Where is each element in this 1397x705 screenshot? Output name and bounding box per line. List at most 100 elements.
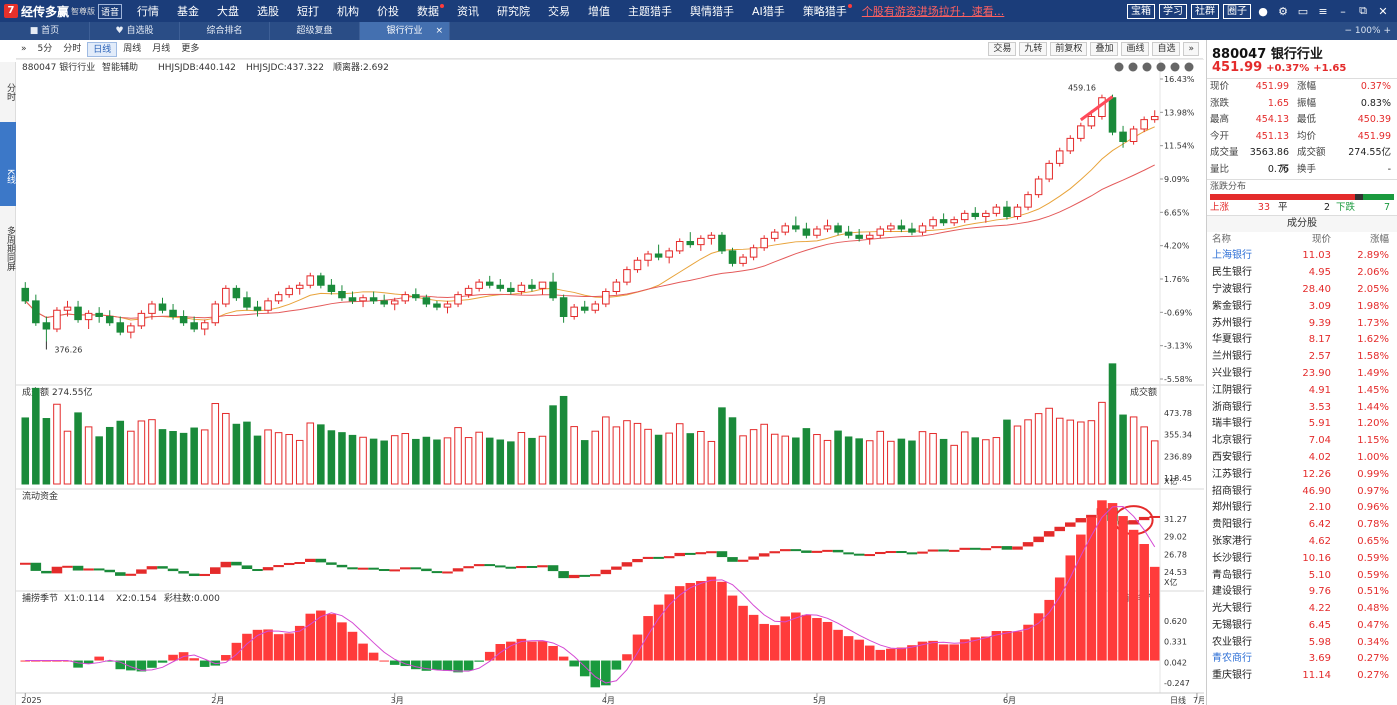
constituent-row[interactable]: 兰州银行 2.57 1.58%: [1207, 349, 1397, 366]
col-name[interactable]: 名称: [1212, 233, 1232, 245]
period-daily[interactable]: 日线: [87, 41, 118, 57]
col-change[interactable]: 涨幅: [1369, 233, 1389, 245]
constituent-row[interactable]: 贵阳银行 6.42 0.78%: [1207, 517, 1397, 534]
menu-item[interactable]: 增值: [588, 5, 611, 18]
flow-segment: [199, 573, 210, 577]
quote-value: 454.13: [1255, 114, 1289, 126]
zoom-in-icon[interactable]: +: [1380, 26, 1391, 36]
chart-more-icon[interactable]: [1156, 62, 1166, 72]
flow-segment: [336, 564, 348, 568]
voice-tag[interactable]: 语音: [98, 3, 123, 19]
menu-item[interactable]: 短打: [297, 5, 320, 18]
chart-close-icon[interactable]: [1184, 62, 1194, 72]
nav-kline[interactable]: K线: [0, 122, 16, 206]
constituent-row[interactable]: 西安银行 4.02 1.00%: [1207, 450, 1397, 467]
flow-segment: [421, 568, 432, 572]
nav-multi-period[interactable]: 多周期同屏: [5, 225, 15, 271]
community-button[interactable]: 社群: [1191, 3, 1219, 19]
constituent-row[interactable]: 北京银行 7.04 1.15%: [1207, 433, 1397, 450]
menu-item[interactable]: 研究院: [497, 5, 531, 18]
constituent-row[interactable]: 上海银行 11.03 2.89%: [1207, 248, 1397, 265]
tab-bank-industry[interactable]: 银行行业 ×: [360, 22, 450, 40]
tab-home[interactable]: ■ 首页: [0, 22, 90, 40]
constituent-row[interactable]: 瑞丰银行 5.91 1.20%: [1207, 416, 1397, 433]
constituent-row[interactable]: 宁波银行 28.40 2.05%: [1207, 282, 1397, 299]
trade-button[interactable]: 交易: [988, 42, 1017, 56]
period-more[interactable]: 更多: [181, 43, 200, 54]
col-price[interactable]: 现价: [1311, 233, 1331, 245]
constituent-row[interactable]: 光大银行 4.22 0.48%: [1207, 601, 1397, 618]
nine-turn-button[interactable]: 九转: [1019, 42, 1048, 56]
flow-segment: [769, 551, 780, 554]
menu-item[interactable]: 交易: [548, 5, 571, 18]
menu-item[interactable]: 机构: [337, 5, 360, 18]
constituent-row[interactable]: 江苏银行 12.26 0.99%: [1207, 467, 1397, 484]
menu-item[interactable]: 行情: [137, 5, 160, 18]
menu-item[interactable]: 大盘: [217, 5, 240, 18]
menu-item[interactable]: 数据: [408, 3, 448, 19]
constituent-row[interactable]: 长沙银行 10.16 0.59%: [1207, 551, 1397, 568]
menu-item[interactable]: AI猎手: [752, 5, 785, 18]
window-icon[interactable]: ▭: [1297, 4, 1309, 18]
tab-watchlist[interactable]: ♥ 自选股: [90, 22, 180, 40]
treasure-button[interactable]: 宝箱: [1127, 3, 1155, 19]
constituent-row[interactable]: 张家港行 4.62 0.65%: [1207, 534, 1397, 551]
period-weekly[interactable]: 周线: [123, 43, 142, 54]
constituent-row[interactable]: 青农商行 3.69 0.27%: [1207, 651, 1397, 668]
menu-item[interactable]: 价投: [377, 5, 400, 18]
constituent-row[interactable]: 兴业银行 23.90 1.49%: [1207, 366, 1397, 383]
chart-area[interactable]: 880047 银行行业 智能辅助 HHJSJDB:440.142 HHJSJDC:43…: [16, 59, 1204, 705]
constituent-row[interactable]: 苏州银行 9.39 1.73%: [1207, 316, 1397, 333]
overlay-button[interactable]: 叠加: [1090, 42, 1119, 56]
close-icon[interactable]: ✕: [1378, 4, 1388, 18]
constituent-row[interactable]: 浙商银行 3.53 1.44%: [1207, 400, 1397, 417]
menu-icon[interactable]: ≡: [1318, 4, 1328, 18]
constituent-row[interactable]: 无锡银行 6.45 0.47%: [1207, 618, 1397, 635]
user-icon[interactable]: ●: [1258, 4, 1268, 18]
tab-close-icon[interactable]: ×: [435, 26, 443, 36]
menu-item[interactable]: 主题猎手: [628, 5, 673, 18]
gear-icon[interactable]: ⚙: [1278, 4, 1288, 18]
chart-settings-icon[interactable]: [1114, 62, 1124, 72]
period-monthly[interactable]: 月线: [152, 43, 171, 54]
constituent-row[interactable]: 招商银行 46.90 0.97%: [1207, 484, 1397, 501]
expand-icon[interactable]: »: [21, 43, 27, 54]
chart-minus-icon[interactable]: [1142, 62, 1152, 72]
panel-toggle-icon[interactable]: »: [1183, 42, 1199, 56]
menu-item[interactable]: 选股: [257, 5, 280, 18]
constituent-row[interactable]: 青岛银行 5.10 0.59%: [1207, 568, 1397, 585]
tab-ranking[interactable]: 综合排名: [180, 22, 270, 40]
period-timeshare[interactable]: 分时: [63, 43, 82, 54]
menu-item[interactable]: 资讯: [457, 5, 480, 18]
nav-timeshare[interactable]: 分时: [5, 83, 15, 101]
menu-item[interactable]: 舆情猎手: [690, 5, 735, 18]
add-watchlist-button[interactable]: 自选: [1152, 42, 1181, 56]
zoom-control[interactable]: − 100% +: [1344, 22, 1391, 40]
volume-bar: [844, 436, 853, 485]
quote-key: 换手: [1297, 163, 1317, 175]
tab-review[interactable]: 超级复盘: [270, 22, 360, 40]
zoom-out-icon[interactable]: −: [1344, 26, 1355, 36]
menu-item[interactable]: 策略猎手: [794, 3, 856, 19]
circle-button[interactable]: 圈子: [1223, 3, 1251, 19]
app-logo[interactable]: 7 经传多赢 智尊版 语音: [0, 0, 128, 22]
chart-plus-icon[interactable]: [1128, 62, 1138, 72]
chart-help-icon[interactable]: [1170, 62, 1180, 72]
constituent-row[interactable]: 建设银行 9.76 0.51%: [1207, 584, 1397, 601]
constituent-row[interactable]: 重庆银行 11.14 0.27%: [1207, 668, 1397, 685]
constituent-name: 青农商行: [1212, 653, 1252, 665]
learn-button[interactable]: 学习: [1159, 3, 1187, 19]
ad-link[interactable]: 个股有游资进场拉升，速看...: [861, 5, 1005, 18]
period-5min[interactable]: 5分: [37, 43, 53, 54]
constituent-row[interactable]: 农业银行 5.98 0.34%: [1207, 635, 1397, 652]
constituent-row[interactable]: 江阴银行 4.91 1.45%: [1207, 383, 1397, 400]
menu-item[interactable]: 基金: [177, 5, 200, 18]
adjust-button[interactable]: 前复权: [1050, 42, 1088, 56]
constituent-row[interactable]: 紫金银行 3.09 1.98%: [1207, 299, 1397, 316]
constituent-row[interactable]: 民生银行 4.95 2.06%: [1207, 265, 1397, 282]
constituent-row[interactable]: 郑州银行 2.10 0.96%: [1207, 500, 1397, 517]
constituent-row[interactable]: 华夏银行 8.17 1.62%: [1207, 332, 1397, 349]
draw-button[interactable]: 画线: [1121, 42, 1150, 56]
minimize-icon[interactable]: –: [1340, 4, 1346, 18]
restore-icon[interactable]: ⧉: [1359, 4, 1367, 17]
